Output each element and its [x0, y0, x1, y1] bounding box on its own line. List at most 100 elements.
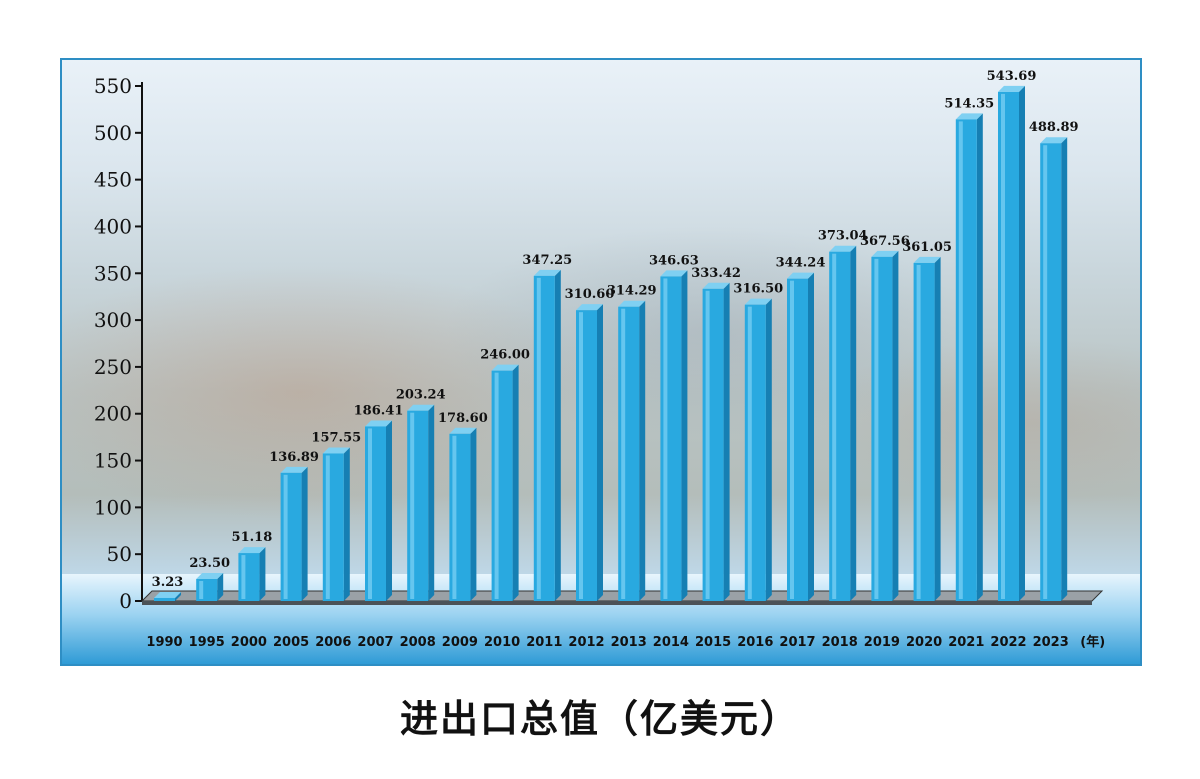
chart-frame: 0 50 100 150 200 250 300 350 400 450 500 550 3.23 199…: [60, 58, 1142, 666]
data-label: 346.63: [649, 253, 699, 268]
bar-top: [154, 591, 181, 598]
bar-side: [892, 250, 899, 601]
bar-side: [681, 270, 688, 601]
y-tick-label: 500: [94, 121, 132, 145]
bar-top: [449, 427, 477, 434]
bar-top: [955, 113, 983, 120]
bar-highlight: [621, 308, 626, 599]
data-label: 3.23: [152, 575, 184, 590]
bar-side: [259, 547, 266, 601]
bar-side: [765, 298, 772, 601]
x-tick-label: 2018: [822, 635, 858, 650]
x-tick-label: 2008: [400, 635, 436, 650]
bar-highlight: [325, 455, 330, 599]
bar-highlight: [874, 258, 879, 599]
bar-top: [533, 269, 561, 276]
x-tick-label: 2020: [906, 635, 942, 650]
chart-title: 进出口总值（亿美元）: [399, 697, 800, 741]
data-label: 373.04: [818, 229, 868, 244]
x-tick-label: 2006: [315, 635, 351, 650]
x-tick-label: 2019: [864, 635, 900, 650]
bar: [154, 597, 175, 601]
bar-top: [913, 256, 941, 263]
bar-highlight: [832, 253, 837, 599]
bar-highlight: [747, 306, 752, 599]
data-label: 314.29: [607, 284, 657, 299]
bar-side: [217, 572, 224, 601]
bar-side: [808, 272, 814, 601]
bar-top: [829, 245, 857, 252]
data-label: 367.56: [860, 234, 910, 249]
bar-side: [470, 427, 477, 601]
data-label: 178.60: [438, 411, 488, 426]
bar-highlight: [579, 312, 583, 599]
data-label: 186.41: [354, 403, 404, 418]
bar-highlight: [452, 435, 457, 599]
x-tick-label: 2016: [737, 635, 773, 650]
data-label: 23.50: [189, 556, 230, 571]
y-tick-label: 250: [94, 355, 132, 379]
bar-top: [491, 364, 519, 371]
bar-top: [196, 572, 224, 579]
y-tick-label: 100: [94, 495, 132, 519]
x-tick-label: 2011: [526, 635, 562, 650]
bar-top: [744, 298, 772, 305]
bar-highlight: [1001, 93, 1005, 600]
x-tick-label: 2000: [231, 635, 267, 650]
bar-top: [998, 85, 1025, 92]
data-label: 347.25: [522, 253, 572, 268]
data-label: 361.05: [902, 240, 952, 255]
y-tick-label: 450: [94, 168, 132, 192]
bar-highlight: [705, 290, 710, 599]
bar-top: [365, 420, 392, 427]
bar-top: [787, 272, 814, 279]
bar-side: [597, 304, 603, 601]
bar-side: [554, 269, 561, 601]
bar-top: [280, 466, 308, 473]
y-tick-label: 150: [94, 449, 132, 473]
bar-highlight: [1043, 145, 1048, 599]
y-tick-label: 200: [94, 402, 132, 426]
bar-side: [1061, 137, 1068, 601]
bar-side: [301, 466, 308, 601]
bar-top: [1040, 137, 1068, 144]
y-tick-label: 50: [107, 542, 132, 566]
x-tick-label: 1990: [146, 635, 182, 650]
bar-top: [322, 447, 350, 454]
bar-top: [238, 547, 266, 554]
x-tick-label: 2015: [695, 635, 731, 650]
x-tick-label: 2012: [568, 635, 604, 650]
data-label: 488.89: [1029, 120, 1079, 135]
bar-side: [386, 420, 392, 601]
bar-highlight: [663, 278, 668, 599]
x-tick-label: 2014: [653, 635, 689, 650]
chart-floor-edge: [142, 601, 1092, 605]
y-tick-label: 550: [94, 74, 132, 98]
bar-side: [512, 364, 519, 601]
bar-highlight: [241, 555, 246, 599]
bar-side: [343, 447, 350, 601]
bar-highlight: [536, 277, 541, 599]
data-label: 543.69: [987, 69, 1037, 84]
x-tick-label: 2010: [484, 635, 520, 650]
bar-top: [660, 270, 688, 277]
bar-top: [407, 404, 435, 411]
x-tick-label: 1995: [189, 635, 225, 650]
y-tick-label: 350: [94, 261, 132, 285]
x-axis-unit: (年): [1080, 634, 1105, 650]
bar-highlight: [199, 580, 204, 599]
data-label: 246.00: [480, 348, 530, 363]
x-tick-label: 2023: [1033, 635, 1069, 650]
data-label: 344.24: [776, 256, 826, 271]
data-label: 51.18: [232, 530, 273, 545]
x-tick-label: 2013: [611, 635, 647, 650]
data-label: 514.35: [944, 96, 994, 111]
bar-top: [871, 250, 899, 257]
y-tick-label: 300: [94, 308, 132, 332]
bar-highlight: [958, 121, 963, 600]
x-tick-label: 2007: [357, 635, 393, 650]
x-tick-label: 2005: [273, 635, 309, 650]
data-label: 157.55: [311, 430, 361, 445]
bar-highlight: [410, 412, 415, 599]
data-label: 136.89: [269, 450, 319, 465]
